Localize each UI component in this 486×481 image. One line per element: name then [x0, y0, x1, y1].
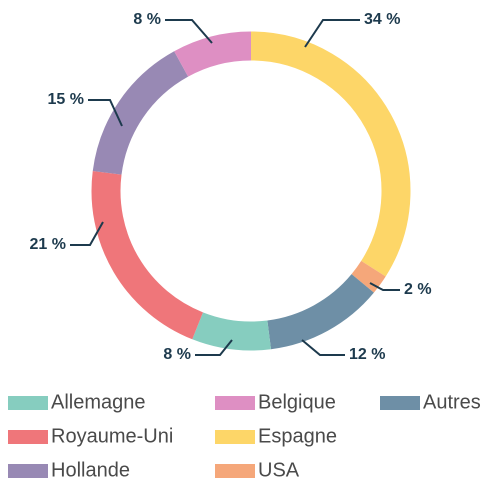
- legend-swatch: [215, 464, 255, 478]
- value-label: 15 %: [48, 91, 84, 108]
- leader-line: [70, 221, 104, 246]
- legend-label: Royaume-Uni: [51, 425, 173, 447]
- donut-segment: [92, 51, 189, 175]
- donut-segment: [174, 31, 252, 77]
- value-label: 8 %: [163, 346, 191, 363]
- legend-swatch: [8, 464, 48, 478]
- legend-label: Espagne: [258, 425, 337, 447]
- donut-segment: [250, 31, 411, 277]
- leader-line: [304, 19, 360, 48]
- legend-label: USA: [258, 459, 300, 481]
- legend-swatch: [380, 396, 420, 410]
- donut-segment: [91, 171, 204, 340]
- leader-line: [301, 339, 345, 356]
- leader-line: [88, 99, 123, 127]
- value-label: 2 %: [404, 281, 432, 298]
- legend-label: Autres: [423, 391, 481, 413]
- value-label: 8 %: [133, 11, 161, 28]
- legend-swatch: [215, 396, 255, 410]
- donut-segment: [351, 260, 386, 293]
- legend-swatch: [215, 430, 255, 444]
- value-label: 12 %: [349, 346, 385, 363]
- legend-label: Hollande: [51, 459, 130, 481]
- legend-swatch: [8, 430, 48, 444]
- leader-line: [369, 282, 400, 291]
- legend-label: Belgique: [258, 391, 336, 413]
- donut-segment: [266, 273, 374, 350]
- value-label: 34 %: [364, 11, 400, 28]
- legend-label: Allemagne: [51, 391, 146, 413]
- value-label: 21 %: [30, 236, 66, 253]
- donut-segment: [192, 312, 271, 351]
- legend-swatch: [8, 396, 48, 410]
- leader-line: [195, 339, 233, 356]
- leader-line: [165, 19, 213, 44]
